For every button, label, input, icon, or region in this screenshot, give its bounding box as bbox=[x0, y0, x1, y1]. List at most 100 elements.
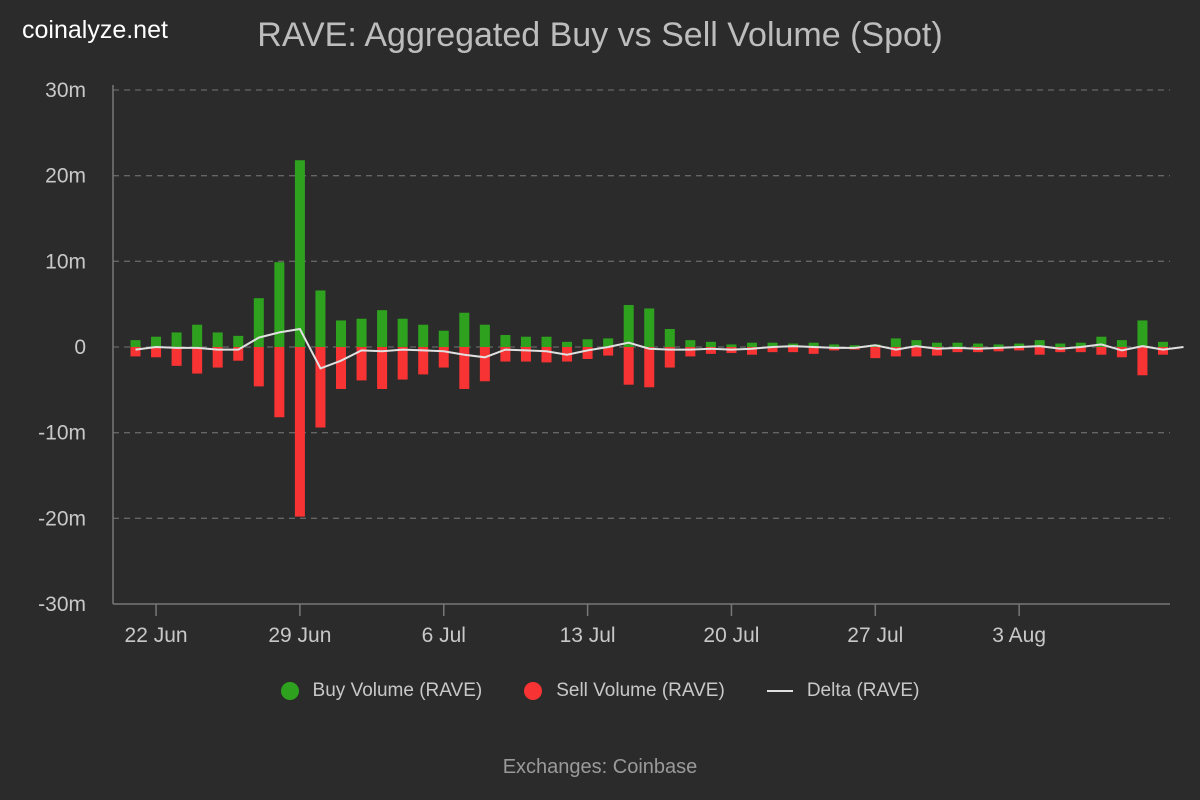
sell-volume-bar bbox=[336, 347, 346, 389]
legend-sell-label: Sell Volume (RAVE) bbox=[556, 680, 725, 701]
sell-volume-bar bbox=[870, 347, 881, 359]
buy-volume-bar bbox=[747, 342, 757, 347]
legend-item-delta[interactable]: Delta (RAVE) bbox=[766, 680, 919, 702]
y-tick-label: 10m bbox=[45, 250, 86, 273]
x-tick-label: 27 Jul bbox=[847, 624, 903, 647]
legend-item-buy[interactable]: Buy Volume (RAVE) bbox=[280, 680, 483, 702]
buy-volume-bar bbox=[1014, 343, 1025, 347]
buy-volume-bar bbox=[151, 336, 162, 347]
buy-volume-bar bbox=[1096, 336, 1107, 347]
buy-volume-bar bbox=[418, 324, 429, 347]
sell-volume-bar bbox=[1158, 347, 1168, 355]
buy-volume-bar bbox=[356, 318, 367, 347]
buy-volume-bar bbox=[562, 341, 573, 347]
sell-volume-bar bbox=[192, 347, 203, 374]
buy-volume-bar bbox=[274, 262, 285, 347]
sell-volume-bar bbox=[1014, 347, 1025, 351]
buy-volume-bar bbox=[541, 336, 552, 347]
legend-item-sell[interactable]: Sell Volume (RAVE) bbox=[524, 680, 725, 702]
buy-volume-bar bbox=[603, 338, 614, 347]
chart-title: RAVE: Aggregated Buy vs Sell Volume (Spo… bbox=[257, 16, 943, 54]
buy-volume-bar bbox=[459, 312, 470, 347]
buy-volume-bar bbox=[520, 336, 531, 347]
x-tick-label: 22 Jun bbox=[125, 624, 188, 647]
buy-volume-bar bbox=[973, 343, 984, 347]
buy-volume-bar bbox=[397, 318, 408, 347]
sell-volume-bar bbox=[767, 347, 778, 353]
sell-volume-bar bbox=[171, 347, 182, 366]
x-tick-label: 13 Jul bbox=[560, 624, 616, 647]
delta-line bbox=[135, 327, 1184, 370]
buy-volume-bar bbox=[233, 335, 244, 347]
legend-buy-label: Buy Volume (RAVE) bbox=[312, 680, 483, 701]
sell-volume-bar bbox=[520, 347, 531, 362]
sell-volume-bar bbox=[151, 347, 162, 358]
x-tick-label: 6 Jul bbox=[422, 624, 466, 647]
buy-volume-bar bbox=[726, 344, 737, 347]
sell-volume-bar bbox=[664, 347, 675, 368]
buy-volume-bar bbox=[315, 290, 326, 347]
buy-volume-bar bbox=[1075, 342, 1086, 347]
sell-volume-bar bbox=[1075, 347, 1086, 353]
buy-volume-bar bbox=[931, 342, 942, 347]
sell-volume-bar bbox=[1137, 347, 1148, 376]
buy-volume-bar bbox=[890, 338, 901, 347]
sell-volume-bar bbox=[253, 347, 264, 387]
sell-volume-bar bbox=[500, 347, 511, 362]
legend: Buy Volume (RAVE) Sell Volume (RAVE) Del… bbox=[0, 680, 1200, 702]
sell-volume-bar bbox=[233, 347, 244, 361]
buy-volume-bar bbox=[664, 329, 675, 347]
sell-volume-bar bbox=[541, 347, 552, 363]
sell-volume-bar bbox=[685, 347, 696, 357]
x-tick-label: 3 Aug bbox=[992, 624, 1046, 647]
buy-volume-bar bbox=[130, 340, 141, 347]
sell-volume-bar bbox=[747, 347, 757, 355]
sell-volume-bar bbox=[397, 347, 408, 380]
sell-volume-bar bbox=[582, 347, 593, 359]
grid-layer bbox=[113, 89, 1170, 519]
x-tick-label: 20 Jul bbox=[703, 624, 759, 647]
buy-volume-bar bbox=[685, 340, 696, 347]
sell-volume-bar bbox=[808, 347, 819, 354]
y-tick-label: 30m bbox=[45, 79, 86, 102]
buy-volume-bar bbox=[808, 342, 819, 347]
sell-volume-bar bbox=[1034, 347, 1045, 355]
buy-volume-bar bbox=[377, 310, 388, 347]
exchanges-footer: Exchanges: Coinbase bbox=[502, 756, 698, 778]
buy-volume-bar bbox=[438, 330, 449, 347]
sell-volume-bar bbox=[993, 347, 1004, 352]
buy-volume-bar bbox=[192, 324, 203, 347]
buy-volume-bar bbox=[479, 324, 490, 347]
buy-volume-bar bbox=[623, 305, 634, 347]
buy-volume-bar bbox=[993, 344, 1004, 347]
buy-volume-bar bbox=[952, 342, 963, 347]
buy-volume-bar bbox=[829, 344, 840, 347]
brand-logo[interactable]: coinalyze.net bbox=[22, 16, 168, 44]
buy-volume-bar bbox=[1116, 340, 1127, 347]
buy-volume-bar bbox=[767, 342, 778, 347]
sell-volume-bar bbox=[1116, 347, 1127, 358]
sell-volume-bar bbox=[644, 347, 655, 388]
chart-plot: 30m 20m 10m 0 -10m -20m -30m 22 Jun 29 Jun 6 Jul… bbox=[38, 79, 1184, 647]
x-axis-labels: 22 Jun 29 Jun 6 Jul 13 Jul 20 Jul 27 Jul 3 Aug bbox=[125, 604, 1046, 647]
y-tick-label: -30m bbox=[38, 593, 86, 616]
sell-volume-bar bbox=[274, 347, 285, 418]
sell-volume-bar bbox=[911, 347, 922, 357]
sell-volume-bar bbox=[418, 347, 429, 375]
bars bbox=[130, 160, 1168, 517]
y-axis-labels: 30m 20m 10m 0 -10m -20m -30m bbox=[38, 79, 86, 616]
buy-volume-bar bbox=[849, 345, 860, 347]
sell-volume-bar bbox=[623, 347, 634, 385]
sell-volume-bar bbox=[377, 347, 388, 389]
y-tick-label: 0 bbox=[74, 336, 86, 359]
sell-volume-bar bbox=[294, 347, 305, 517]
y-tick-label: -20m bbox=[38, 507, 86, 530]
buy-volume-bar bbox=[1055, 343, 1066, 347]
buy-volume-bar bbox=[1158, 341, 1168, 347]
buy-volume-bar bbox=[705, 341, 716, 347]
legend-sell-swatch bbox=[524, 682, 543, 700]
buy-volume-bar bbox=[1137, 320, 1148, 347]
axes bbox=[112, 85, 1170, 605]
buy-volume-bar bbox=[212, 332, 223, 347]
buy-volume-bar bbox=[500, 335, 511, 347]
